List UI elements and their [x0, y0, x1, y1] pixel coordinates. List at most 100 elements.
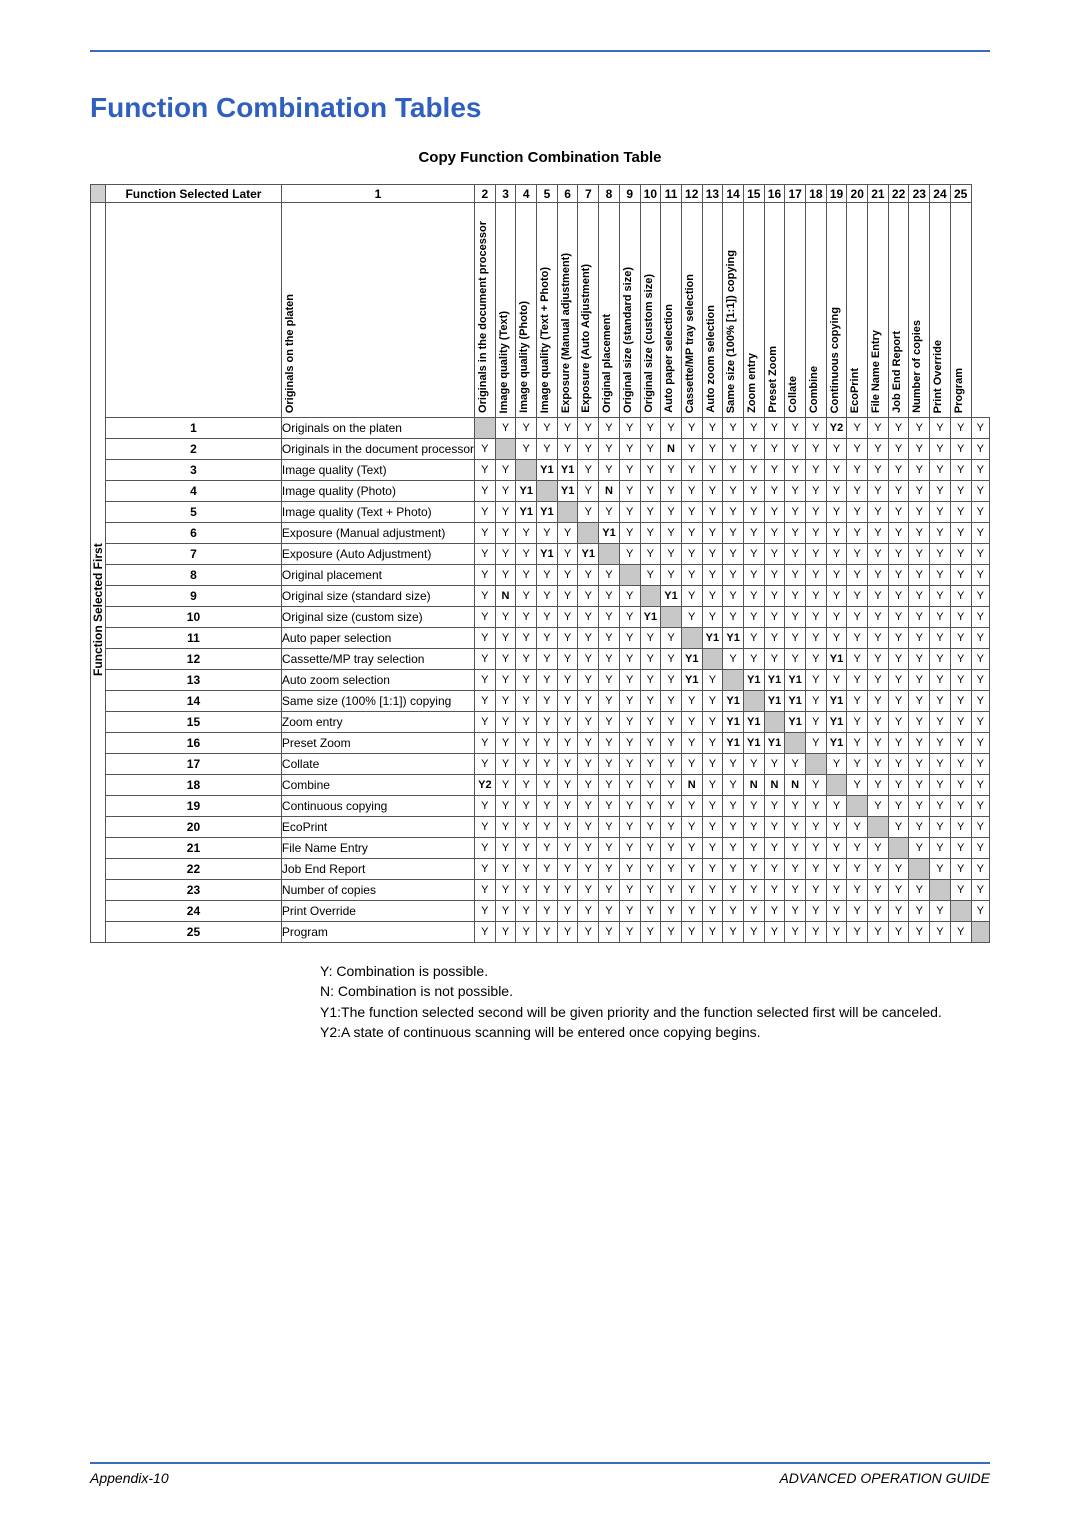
row-num: 17: [106, 754, 282, 775]
cell: Y: [971, 691, 990, 712]
cell: Y: [930, 502, 951, 523]
cell: Y: [599, 670, 620, 691]
col-num: 22: [888, 185, 909, 203]
cell: Y: [702, 586, 723, 607]
cell: Y: [495, 838, 516, 859]
cell: Y: [640, 418, 661, 439]
cell: Y: [557, 901, 578, 922]
cell: Y: [971, 586, 990, 607]
cell: Y: [557, 838, 578, 859]
col-num: 24: [930, 185, 951, 203]
cell: Y: [578, 565, 599, 586]
cell: Y: [868, 922, 889, 943]
cell: Y: [723, 523, 744, 544]
cell: Y: [909, 817, 930, 838]
cell: [930, 880, 951, 901]
cell: Y: [495, 460, 516, 481]
cell: Y: [971, 880, 990, 901]
cell: Y: [950, 460, 971, 481]
page-title: Function Combination Tables: [90, 92, 990, 124]
cell: Y: [868, 670, 889, 691]
cell: Y: [909, 733, 930, 754]
cell: Y1: [785, 670, 806, 691]
cell: Y: [599, 502, 620, 523]
col-num: 7: [578, 185, 599, 203]
cell: Y: [516, 670, 537, 691]
cell: Y: [888, 775, 909, 796]
cell: Y: [785, 796, 806, 817]
cell: Y: [888, 880, 909, 901]
cell: Y: [971, 817, 990, 838]
cell: Y: [557, 670, 578, 691]
cell: Y: [868, 460, 889, 481]
cell: Y: [723, 901, 744, 922]
cell: Y: [868, 502, 889, 523]
cell: Y: [868, 796, 889, 817]
cell: Y: [702, 481, 723, 502]
cell: Y: [888, 670, 909, 691]
cell: Y1: [516, 502, 537, 523]
cell: Y: [537, 754, 558, 775]
cell: Y: [826, 901, 847, 922]
cell: Y: [971, 859, 990, 880]
cell: Y: [640, 628, 661, 649]
cell: Y: [764, 439, 785, 460]
cell: [785, 733, 806, 754]
cell: Y: [806, 880, 827, 901]
cell: Y: [888, 439, 909, 460]
cell: Y: [516, 628, 537, 649]
cell: Y: [599, 733, 620, 754]
cell: [619, 565, 640, 586]
cell: Y: [806, 775, 827, 796]
cell: Y: [661, 691, 682, 712]
cell: Y: [806, 586, 827, 607]
cell: Y: [888, 628, 909, 649]
cell: Y: [640, 922, 661, 943]
cell: Y: [681, 733, 702, 754]
cell: Y: [640, 817, 661, 838]
col-num: 6: [557, 185, 578, 203]
cell: Y: [661, 712, 682, 733]
cell: Y: [537, 712, 558, 733]
cell: Y: [868, 733, 889, 754]
col-num: 3: [495, 185, 516, 203]
cell: Y: [971, 439, 990, 460]
row-num: 7: [106, 544, 282, 565]
row-name: Exposure (Manual adjustment): [281, 523, 474, 544]
row-name: Print Override: [281, 901, 474, 922]
cell: Y1: [785, 712, 806, 733]
cell: Y: [516, 754, 537, 775]
cell: Y: [806, 712, 827, 733]
cell: Y: [702, 565, 723, 586]
cell: Y: [495, 481, 516, 502]
cell: Y: [785, 922, 806, 943]
cell: Y: [495, 754, 516, 775]
col-num: 4: [516, 185, 537, 203]
cell: Y: [681, 565, 702, 586]
col-header: File Name Entry: [868, 203, 889, 418]
cell: Y: [661, 418, 682, 439]
cell: Y: [826, 628, 847, 649]
cell: Y: [764, 901, 785, 922]
cell: Y: [971, 712, 990, 733]
cell: Y: [743, 880, 764, 901]
cell: Y: [578, 712, 599, 733]
cell: Y: [888, 817, 909, 838]
cell: Y: [826, 481, 847, 502]
cell: Y: [743, 544, 764, 565]
cell: Y: [909, 880, 930, 901]
cell: Y: [868, 838, 889, 859]
row-name: Image quality (Text): [281, 460, 474, 481]
cell: Y: [702, 754, 723, 775]
cell: Y: [764, 418, 785, 439]
row-num: 11: [106, 628, 282, 649]
cell: [971, 922, 990, 943]
cell: Y: [702, 607, 723, 628]
cell: Y: [888, 859, 909, 880]
cell: Y1: [723, 712, 744, 733]
row-num: 18: [106, 775, 282, 796]
cell: Y: [868, 712, 889, 733]
cell: Y: [681, 838, 702, 859]
cell: Y: [847, 838, 868, 859]
cell: Y: [723, 754, 744, 775]
